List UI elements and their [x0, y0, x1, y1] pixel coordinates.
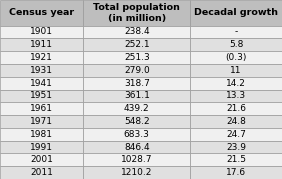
Text: Total population
(in million): Total population (in million): [93, 3, 180, 23]
Bar: [0, 0, 83, 26]
Bar: [83, 128, 190, 141]
Text: 11: 11: [230, 66, 242, 75]
Text: 13.3: 13.3: [226, 91, 246, 100]
Text: 1028.7: 1028.7: [121, 155, 153, 164]
Bar: [190, 0, 282, 26]
Bar: [190, 51, 282, 64]
Bar: [83, 90, 190, 102]
Text: 1931: 1931: [30, 66, 53, 75]
Bar: [190, 77, 282, 90]
Bar: [0, 51, 83, 64]
Text: 1961: 1961: [30, 104, 53, 113]
Text: 24.7: 24.7: [226, 130, 246, 139]
Bar: [0, 153, 83, 166]
Text: 1921: 1921: [30, 53, 53, 62]
Bar: [0, 90, 83, 102]
Bar: [0, 77, 83, 90]
Bar: [83, 51, 190, 64]
Text: 439.2: 439.2: [124, 104, 149, 113]
Text: 1981: 1981: [30, 130, 53, 139]
Text: Census year: Census year: [9, 8, 74, 17]
Text: 24.8: 24.8: [226, 117, 246, 126]
Text: 1911: 1911: [30, 40, 53, 49]
Bar: [83, 102, 190, 115]
Bar: [190, 90, 282, 102]
Text: 846.4: 846.4: [124, 142, 149, 152]
Bar: [83, 64, 190, 77]
Text: 14.2: 14.2: [226, 79, 246, 88]
Bar: [83, 153, 190, 166]
Bar: [190, 141, 282, 153]
Text: 1951: 1951: [30, 91, 53, 100]
Text: 318.7: 318.7: [124, 79, 150, 88]
Text: 238.4: 238.4: [124, 27, 149, 37]
Bar: [190, 153, 282, 166]
Bar: [190, 166, 282, 179]
Text: -: -: [235, 27, 238, 37]
Text: 2001: 2001: [30, 155, 53, 164]
Text: 23.9: 23.9: [226, 142, 246, 152]
Bar: [190, 26, 282, 38]
Bar: [0, 115, 83, 128]
Text: 5.8: 5.8: [229, 40, 243, 49]
Bar: [83, 141, 190, 153]
Bar: [0, 128, 83, 141]
Bar: [190, 38, 282, 51]
Text: (0.3): (0.3): [226, 53, 247, 62]
Bar: [0, 64, 83, 77]
Bar: [83, 38, 190, 51]
Bar: [190, 102, 282, 115]
Bar: [83, 166, 190, 179]
Bar: [0, 166, 83, 179]
Text: 279.0: 279.0: [124, 66, 150, 75]
Text: 21.6: 21.6: [226, 104, 246, 113]
Text: 21.5: 21.5: [226, 155, 246, 164]
Text: 1901: 1901: [30, 27, 53, 37]
Bar: [0, 102, 83, 115]
Text: 1991: 1991: [30, 142, 53, 152]
Text: 1210.2: 1210.2: [121, 168, 153, 177]
Bar: [83, 0, 190, 26]
Text: 251.3: 251.3: [124, 53, 150, 62]
Bar: [83, 115, 190, 128]
Bar: [83, 26, 190, 38]
Bar: [0, 38, 83, 51]
Text: 17.6: 17.6: [226, 168, 246, 177]
Text: 1971: 1971: [30, 117, 53, 126]
Text: 683.3: 683.3: [124, 130, 150, 139]
Bar: [0, 26, 83, 38]
Bar: [190, 128, 282, 141]
Bar: [190, 64, 282, 77]
Bar: [190, 115, 282, 128]
Text: 252.1: 252.1: [124, 40, 149, 49]
Bar: [0, 141, 83, 153]
Bar: [83, 77, 190, 90]
Text: Decadal growth: Decadal growth: [194, 8, 278, 17]
Text: 1941: 1941: [30, 79, 53, 88]
Text: 548.2: 548.2: [124, 117, 149, 126]
Text: 361.1: 361.1: [124, 91, 150, 100]
Text: 2011: 2011: [30, 168, 53, 177]
